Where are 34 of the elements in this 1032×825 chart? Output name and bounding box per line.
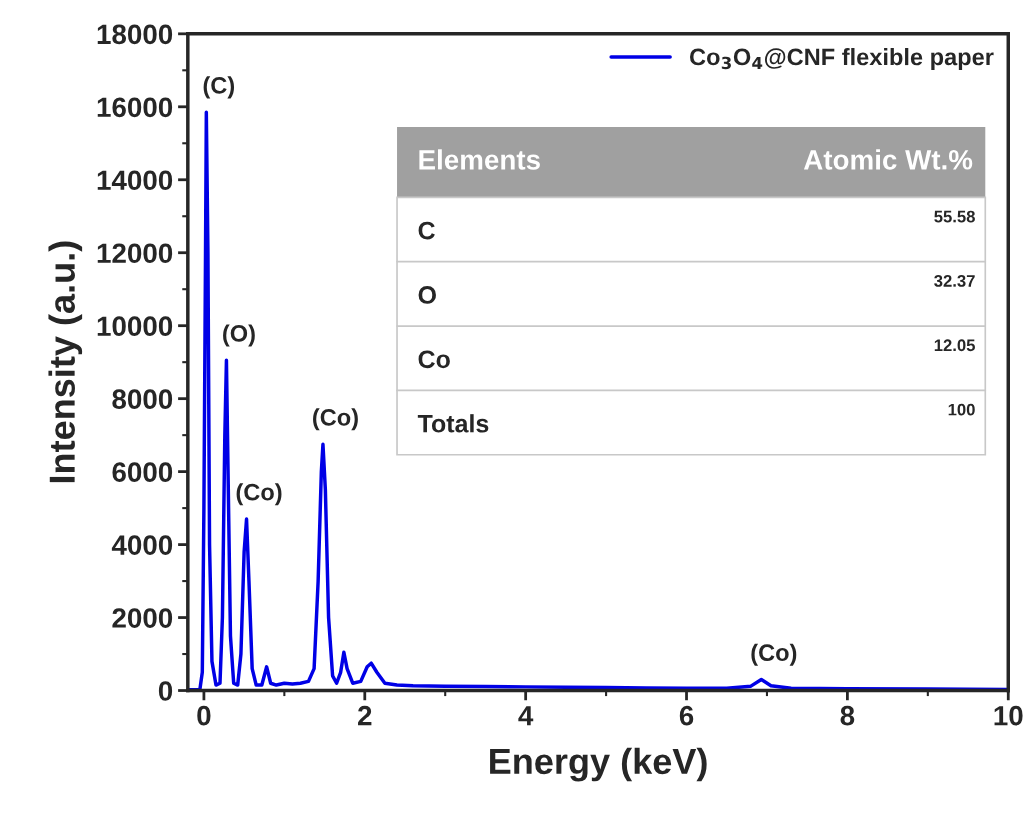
x-axis-title: Energy (keV) <box>490 747 707 782</box>
y-tick-label: 10000 <box>97 316 173 337</box>
x-tick-label: 8 <box>840 705 855 726</box>
annotation: Co <box>418 350 450 369</box>
y-tick-label: 6000 <box>112 462 173 482</box>
y-tick-label: 0 <box>158 681 173 701</box>
annotation: (C) <box>203 76 235 99</box>
y-tick-label: 4000 <box>111 535 173 555</box>
annotation: (Co) <box>236 483 282 506</box>
x-tick-label: 0 <box>197 705 211 726</box>
annotation: Elements <box>419 149 540 170</box>
annotation: (O) <box>223 324 255 347</box>
y-tick-label: 16000 <box>97 97 173 118</box>
y-tick-label: 8000 <box>112 389 173 409</box>
annotation: (Co) <box>751 643 797 666</box>
annotation: (Co) <box>313 408 358 431</box>
y-tick-label: 12000 <box>97 243 173 264</box>
annotation: 100 <box>948 403 975 416</box>
x-tick-label: 6 <box>679 705 694 726</box>
x-tick-label: 10 <box>994 705 1023 726</box>
y-tick-label: 14000 <box>97 170 173 191</box>
x-tick-label: 2 <box>358 705 372 726</box>
annotation: O <box>418 286 436 304</box>
y-axis-title: Intensity (a.u.) <box>48 241 83 483</box>
x-tick-label: 4 <box>518 706 534 726</box>
y-tick-label: 2000 <box>112 608 173 628</box>
annotation: Totals <box>417 414 489 433</box>
annotation: 12.05 <box>934 339 975 352</box>
y-tick-label: 18000 <box>97 24 173 45</box>
annotation: 32.37 <box>934 275 975 287</box>
annotation: C <box>418 221 435 240</box>
legend-label: Co$_{3}$O$_{4}$@CNF flexible paper <box>690 47 994 70</box>
annotation: Atomic Wt.% <box>803 149 973 170</box>
annotation: 55.58 <box>934 210 975 223</box>
